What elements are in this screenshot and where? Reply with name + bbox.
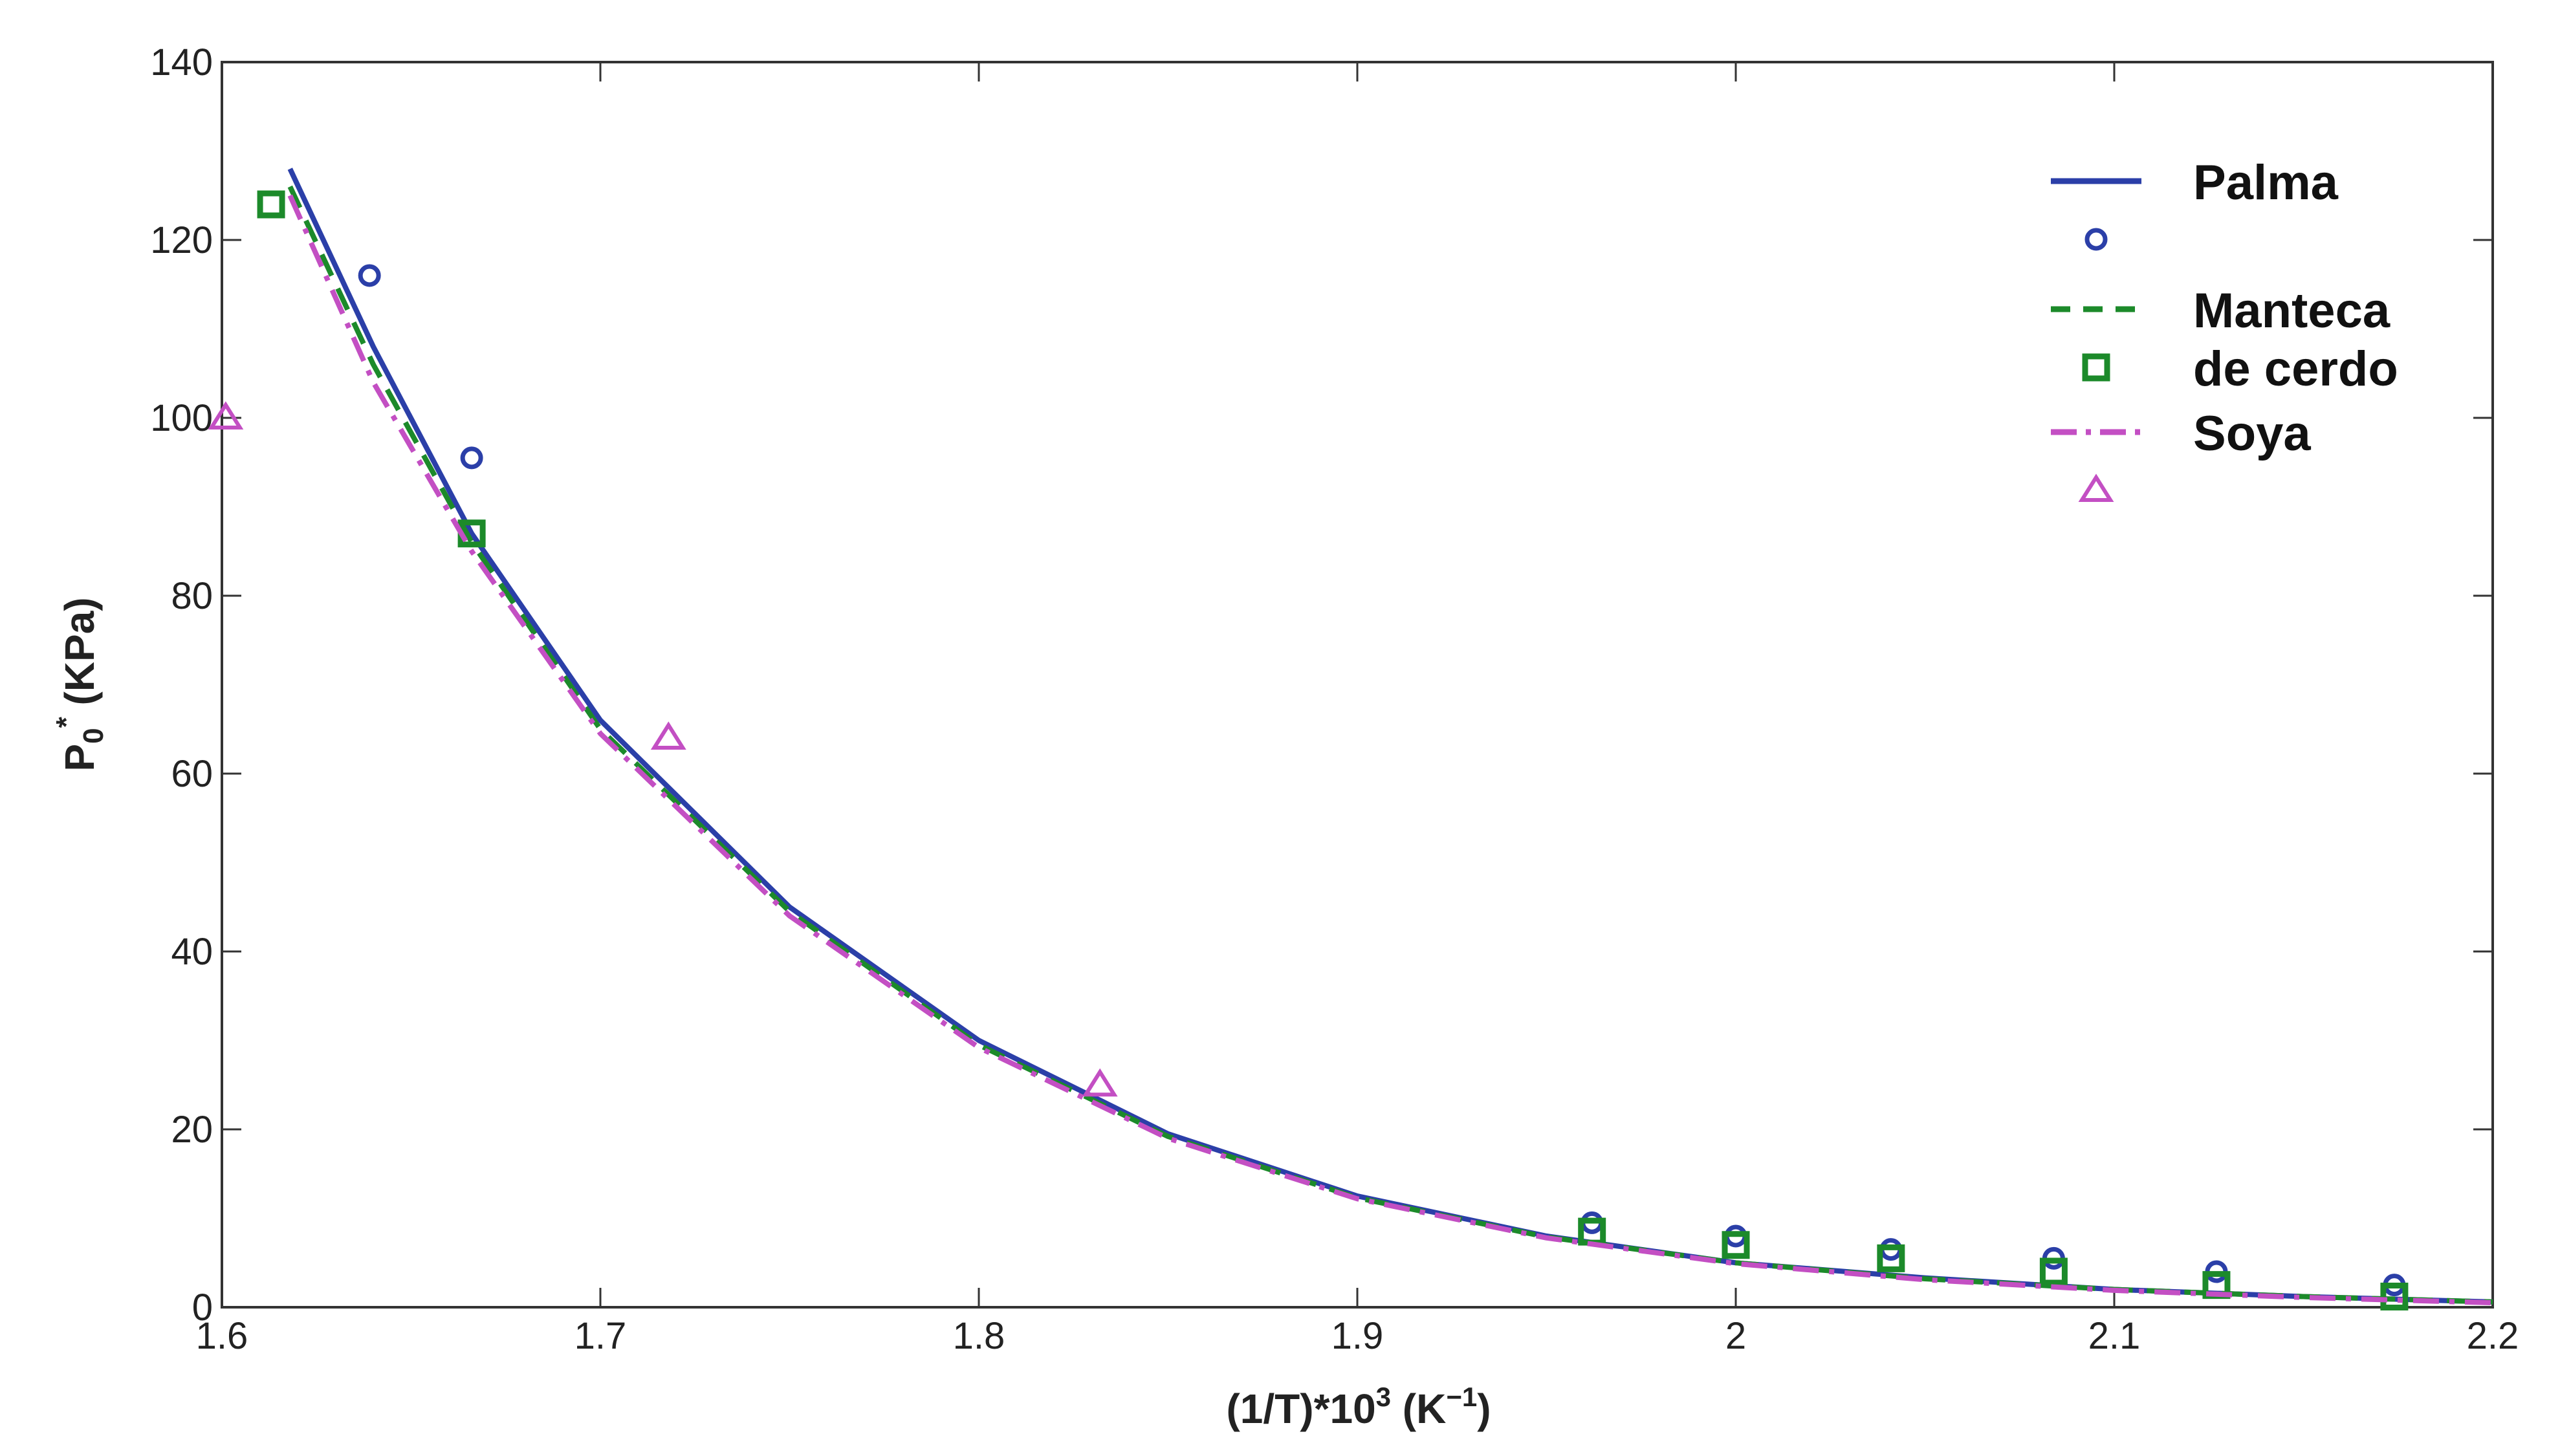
- legend-label: Palma: [2193, 155, 2339, 210]
- y-tick-label: 80: [171, 575, 213, 617]
- x-axis-title-end: ): [1477, 1385, 1491, 1432]
- x-tick-labels: 1.6 1.7 1.8 1.9 2 2.1 2.2: [196, 1315, 2519, 1357]
- series-layer: [208, 168, 2493, 1310]
- x-axis-title-sup1: 3: [1376, 1382, 1391, 1412]
- data-point: [208, 401, 244, 429]
- data-point: [1722, 1231, 1750, 1259]
- data-point: [650, 721, 686, 750]
- y-axis-title-sup: *: [50, 716, 82, 728]
- legend-marker-swatch: [2084, 228, 2108, 251]
- x-tick-label: 2.1: [2088, 1315, 2141, 1357]
- y-axis-title-main: P: [56, 744, 103, 772]
- y-tick-labels: 0 20 40 60 80 100 120 140: [150, 41, 213, 1329]
- x-tick-label: 2: [1725, 1315, 1746, 1357]
- legend-marker-swatch: [2078, 473, 2114, 502]
- x-axis-title: (1/T)*103 (K−1): [1226, 1382, 1491, 1432]
- x-tick-label: 1.8: [953, 1315, 1005, 1357]
- series-line: [287, 185, 2493, 1305]
- x-axis-title-main: (1/T)*10: [1226, 1385, 1375, 1432]
- legend-label: Manteca: [2193, 283, 2390, 338]
- data-point: [257, 190, 285, 219]
- y-axis-title-end: (KPa): [56, 597, 103, 717]
- plot-frame: [221, 61, 2494, 1309]
- data-point: [358, 264, 381, 287]
- y-tick-label: 140: [150, 41, 213, 83]
- data-point: [1877, 1244, 1905, 1272]
- x-axis-title-sup2: −1: [1446, 1382, 1477, 1412]
- legend-label: de cerdo: [2193, 342, 2398, 397]
- data-point: [460, 446, 483, 470]
- x-tick-label: 2.2: [2467, 1315, 2519, 1357]
- y-axis-title: P0* (KPa): [50, 597, 109, 771]
- x-tick-label: 1.9: [1331, 1315, 1384, 1357]
- x-tick-label: 1.7: [574, 1315, 627, 1357]
- x-axis-title-mid: (K: [1391, 1385, 1446, 1432]
- series-line: [287, 194, 2493, 1306]
- y-tick-label: 100: [150, 397, 213, 439]
- data-point: [1082, 1068, 1118, 1097]
- x-tick-label: 1.6: [196, 1315, 248, 1357]
- y-tick-label: 20: [171, 1109, 213, 1151]
- y-tick-label: 60: [171, 753, 213, 795]
- y-axis-title-sub: 0: [78, 728, 109, 743]
- data-point: [2039, 1257, 2068, 1286]
- y-tick-label: 40: [171, 931, 213, 973]
- y-tick-label: 0: [192, 1287, 213, 1329]
- legend-marker-swatch: [2082, 353, 2110, 382]
- y-tick-label: 120: [150, 219, 213, 261]
- legend-label: Soya: [2193, 406, 2311, 461]
- data-point: [2380, 1283, 2409, 1310]
